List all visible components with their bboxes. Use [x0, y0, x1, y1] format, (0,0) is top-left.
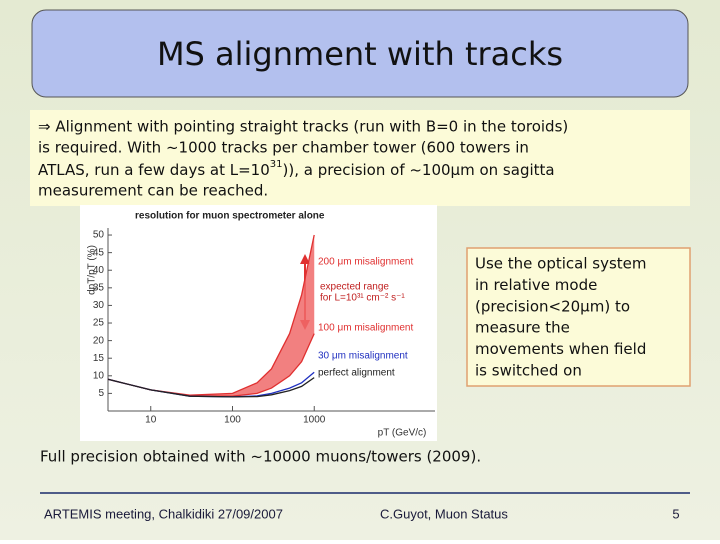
- callout-line: in relative mode: [475, 276, 597, 294]
- bullet-line: ⇒ Alignment with pointing straight track…: [38, 118, 568, 136]
- callout-line: is switched on: [475, 362, 582, 380]
- y-tick-label: 30: [93, 300, 105, 311]
- callout-line: (precision<20μm) to: [475, 297, 630, 315]
- bullet-line: measurement can be reached.: [38, 182, 268, 200]
- callout-line: measure the: [475, 319, 570, 337]
- y-tick-label: 35: [93, 282, 105, 293]
- x-tick-label: 10: [145, 415, 157, 426]
- superscript: 31: [270, 159, 283, 170]
- footer-left: ARTEMIS meeting, Chalkidiki 27/09/2007: [44, 506, 283, 521]
- y-tick-label: 10: [93, 370, 105, 381]
- y-tick-label: 20: [93, 335, 105, 346]
- series-label: 100 μm misalignment: [318, 323, 413, 334]
- bullet-line: is required. With ~1000 tracks per chamb…: [38, 139, 529, 157]
- series-label: 30 μm misalignment: [318, 351, 408, 362]
- callout-line: movements when field: [475, 340, 646, 358]
- title-box: [31, 9, 689, 98]
- conclusion: Full precision obtained with ~10000 muon…: [40, 448, 481, 466]
- y-tick-label: 40: [93, 265, 105, 276]
- bullet-box: [30, 110, 690, 206]
- callout-line: Use the optical system: [475, 255, 647, 273]
- callout-box: [466, 247, 691, 387]
- y-axis-label: dpT/pT (%): [87, 245, 98, 295]
- y-tick-label: 5: [98, 388, 104, 399]
- band-label: for L=10³¹ cm⁻² s⁻¹: [320, 293, 405, 304]
- series-label: 200 μm misalignment: [318, 257, 413, 268]
- y-tick-label: 45: [93, 247, 105, 258]
- figure-title: resolution for muon spectrometer alone: [135, 211, 325, 222]
- band-label: expected range: [320, 282, 389, 293]
- callout: Use the optical system in relative mode (p…: [475, 255, 647, 380]
- footer-center: C.Guyot, Muon Status: [380, 506, 508, 521]
- series-label: perfect alignment: [318, 368, 395, 379]
- slide-title: MS alignment with tracks: [157, 35, 563, 73]
- series-line: [107, 377, 315, 398]
- figure-background: [80, 205, 437, 441]
- bullet-line: ATLAS, run a few days at L=1031)), a pre…: [38, 159, 555, 179]
- text-span: ATLAS, run a few days at L=10: [38, 161, 270, 179]
- x-tick-label: 1000: [303, 415, 326, 426]
- page-number: 5: [672, 506, 679, 521]
- y-tick-label: 15: [93, 353, 105, 364]
- figure: resolution for muon spectrometer alone d…: [80, 205, 437, 441]
- x-tick-label: 100: [224, 415, 241, 426]
- text-span: )), a precision of ~100μm on sagitta: [283, 161, 555, 179]
- x-axis-label: pT (GeV/c): [378, 428, 427, 439]
- arrow-head: [300, 254, 310, 264]
- y-tick-label: 25: [93, 318, 105, 329]
- y-tick-label: 50: [93, 230, 105, 241]
